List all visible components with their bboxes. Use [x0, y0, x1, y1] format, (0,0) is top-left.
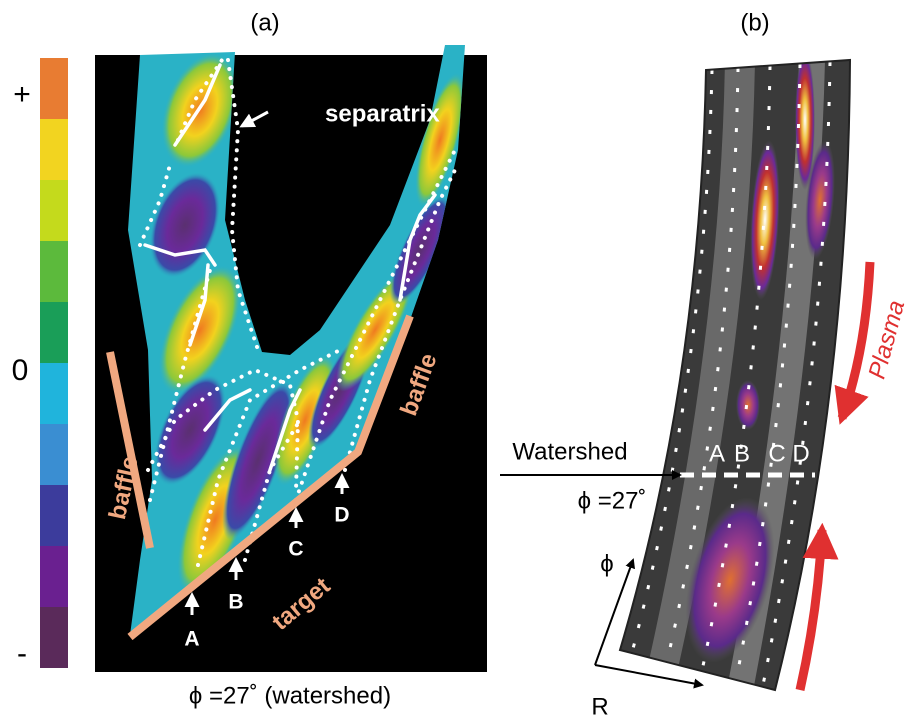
color-step: [40, 241, 68, 302]
point-label: C: [288, 538, 303, 561]
color-step: [40, 363, 68, 424]
caption: ϕ =27˚ (watershed): [189, 682, 391, 709]
colorbar-label: -: [17, 637, 27, 670]
point-label: A: [709, 440, 725, 467]
color-step: [40, 119, 68, 180]
color-step: [40, 424, 68, 485]
point-label: C: [768, 440, 785, 467]
point-label: B: [734, 440, 750, 467]
panel-label: (a): [250, 9, 279, 36]
axis-label: ϕ: [600, 550, 613, 577]
body: {"colorbar": {"ticks": ["+", "0", "-"]},…: [0, 0, 907, 724]
colorbar-label: 0: [12, 354, 29, 387]
watershed-label: Watershed: [512, 438, 627, 465]
color-step: [40, 485, 68, 546]
panel-label: (b): [740, 9, 769, 36]
figure: + 0 - (a) baffle baffle target separatri…: [0, 0, 907, 724]
point-label: B: [228, 591, 243, 614]
color-step: [40, 58, 68, 119]
colorbar-label: +: [13, 78, 31, 111]
color-step: [40, 546, 68, 607]
point-label: A: [184, 628, 199, 651]
point-label: D: [334, 504, 349, 527]
axis-label: R: [591, 693, 608, 720]
color-step: [40, 607, 68, 668]
angle-label: ϕ =27˚: [578, 487, 647, 514]
color-step: [40, 180, 68, 241]
page: body { margin: 0; background: #fff; font…: [0, 0, 907, 724]
point-label: D: [792, 440, 809, 467]
flow-arrow: [842, 262, 870, 418]
colorbar: [40, 58, 68, 668]
color-step: [40, 302, 68, 363]
separatrix-label: separatrix: [325, 100, 440, 127]
panel-b-map: [600, 50, 860, 710]
